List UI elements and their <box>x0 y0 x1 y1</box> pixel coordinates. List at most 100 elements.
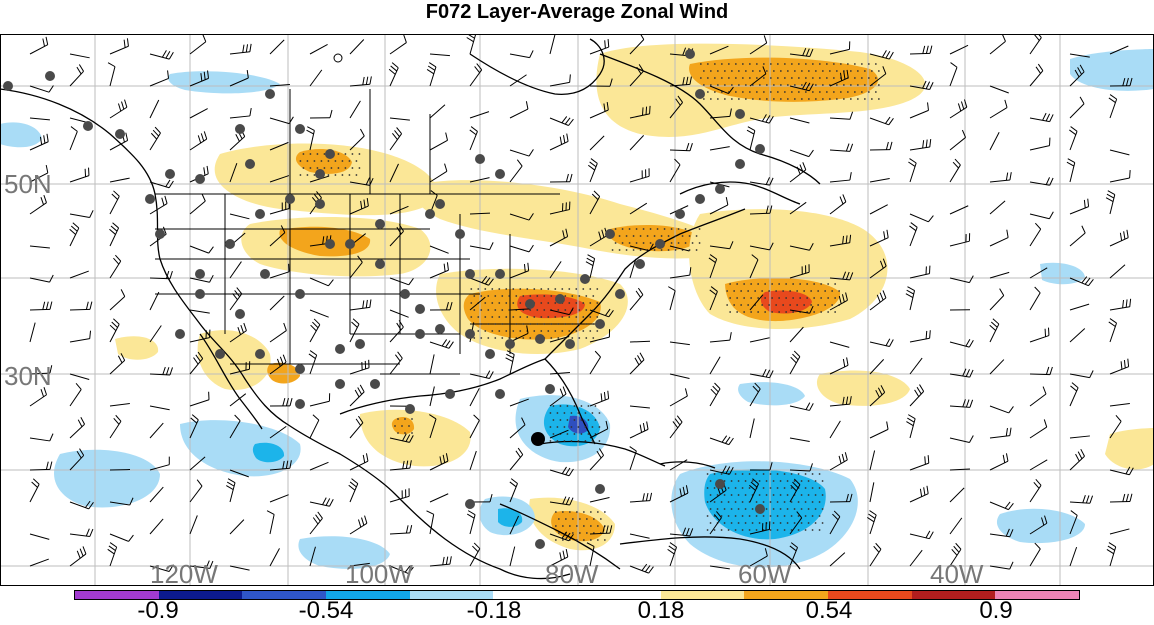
wind-barb <box>430 246 449 253</box>
stipple-dot <box>650 228 652 230</box>
stipple-dot <box>622 228 624 230</box>
wind-barb <box>950 276 973 283</box>
wind-barb <box>910 266 930 278</box>
stipple-dot <box>801 98 803 100</box>
wind-barb <box>510 149 533 156</box>
wind-barb <box>390 35 406 54</box>
wind-barb <box>910 46 932 54</box>
wind-barb <box>70 302 92 310</box>
stipple-dot <box>668 235 670 237</box>
wind-barb <box>350 416 363 438</box>
stipple-dot <box>700 77 702 79</box>
stipple-dot <box>578 337 580 339</box>
stipple-dot <box>356 174 358 176</box>
wind-barb <box>430 133 448 150</box>
wind-barb <box>110 353 125 374</box>
stipple-dot <box>547 330 549 332</box>
stipple-dot <box>754 290 756 292</box>
station-marker <box>315 169 325 179</box>
wind-barb <box>670 374 689 378</box>
wind-barb <box>1109 319 1117 342</box>
stipple-dot <box>768 304 770 306</box>
wind-barb <box>870 142 892 150</box>
wind-barb <box>109 223 118 246</box>
stipple-dot <box>512 316 514 318</box>
shading-negative-northwest <box>0 122 42 147</box>
wind-barb <box>1030 212 1053 219</box>
stipple-dot <box>721 501 723 503</box>
stipple-dot <box>335 160 337 162</box>
wind-barb <box>30 559 49 566</box>
stipple-dot <box>654 235 656 237</box>
stipple-dot <box>300 174 302 176</box>
stipple-dot <box>480 323 482 325</box>
stipple-dot <box>558 532 560 534</box>
station-marker <box>355 339 365 349</box>
stipple-dot <box>763 515 765 517</box>
stipple-dot <box>480 337 482 339</box>
wind-barb <box>150 50 173 59</box>
wind-barb <box>350 76 371 86</box>
wind-barb <box>110 255 121 278</box>
stipple-dot <box>819 529 821 531</box>
stipple-dot <box>789 304 791 306</box>
stipple-dot <box>771 297 773 299</box>
wind-barb <box>910 550 922 566</box>
stipple-dot <box>575 288 577 290</box>
wind-barb <box>30 86 53 93</box>
stipple-dot <box>780 508 782 510</box>
wind-barb <box>990 502 1013 510</box>
wind-barb <box>870 178 890 182</box>
stipple-dot <box>808 480 810 482</box>
wind-barb <box>70 331 91 342</box>
stipple-dot <box>328 174 330 176</box>
stipple-dot <box>404 418 406 420</box>
stipple-dot <box>592 440 594 442</box>
stipple-dot <box>761 304 763 306</box>
stipple-dot <box>692 242 694 244</box>
stipple-dot <box>794 98 796 100</box>
stipple-dot <box>777 487 779 489</box>
wind-barb <box>1030 479 1041 502</box>
highlight-station <box>531 432 545 446</box>
stipple-dot <box>575 302 577 304</box>
stipple-dot <box>707 77 709 79</box>
stipple-dot <box>784 91 786 93</box>
station-marker <box>455 229 465 239</box>
wind-barb <box>1070 97 1084 118</box>
stipple-dot <box>586 532 588 534</box>
stipple-dot <box>820 297 822 299</box>
wind-barb <box>470 242 493 249</box>
wind-barb <box>790 118 809 123</box>
stipple-dot <box>508 295 510 297</box>
stipple-dot <box>307 174 309 176</box>
stipple-dot <box>750 311 752 313</box>
stipple-dot <box>557 412 559 414</box>
stipple-dot <box>805 501 807 503</box>
stipple-dot <box>707 487 709 489</box>
station-marker <box>295 399 305 409</box>
stipple-dot <box>689 235 691 237</box>
stipple-dot <box>738 70 740 72</box>
wind-barb <box>150 127 161 150</box>
wind-barb <box>70 271 89 278</box>
stipple-dot <box>756 77 758 79</box>
stipple-dot <box>794 70 796 72</box>
stipple-dot <box>812 63 814 65</box>
wind-barb <box>110 415 121 438</box>
wind-barb <box>190 109 208 118</box>
stipple-dot <box>654 249 656 251</box>
stipple-dot <box>554 316 556 318</box>
stipple-dot <box>575 316 577 318</box>
stipple-dot <box>750 297 752 299</box>
stipple-dot <box>596 316 598 318</box>
stipple-dot <box>857 70 859 72</box>
stipple-dot <box>771 283 773 285</box>
wind-barb <box>150 100 159 118</box>
wind-barb <box>270 548 279 566</box>
stipple-dot <box>738 508 740 510</box>
stipple-dot <box>612 249 614 251</box>
wind-barb <box>1030 328 1049 342</box>
stipple-dot <box>575 330 577 332</box>
stipple-dot <box>857 98 859 100</box>
